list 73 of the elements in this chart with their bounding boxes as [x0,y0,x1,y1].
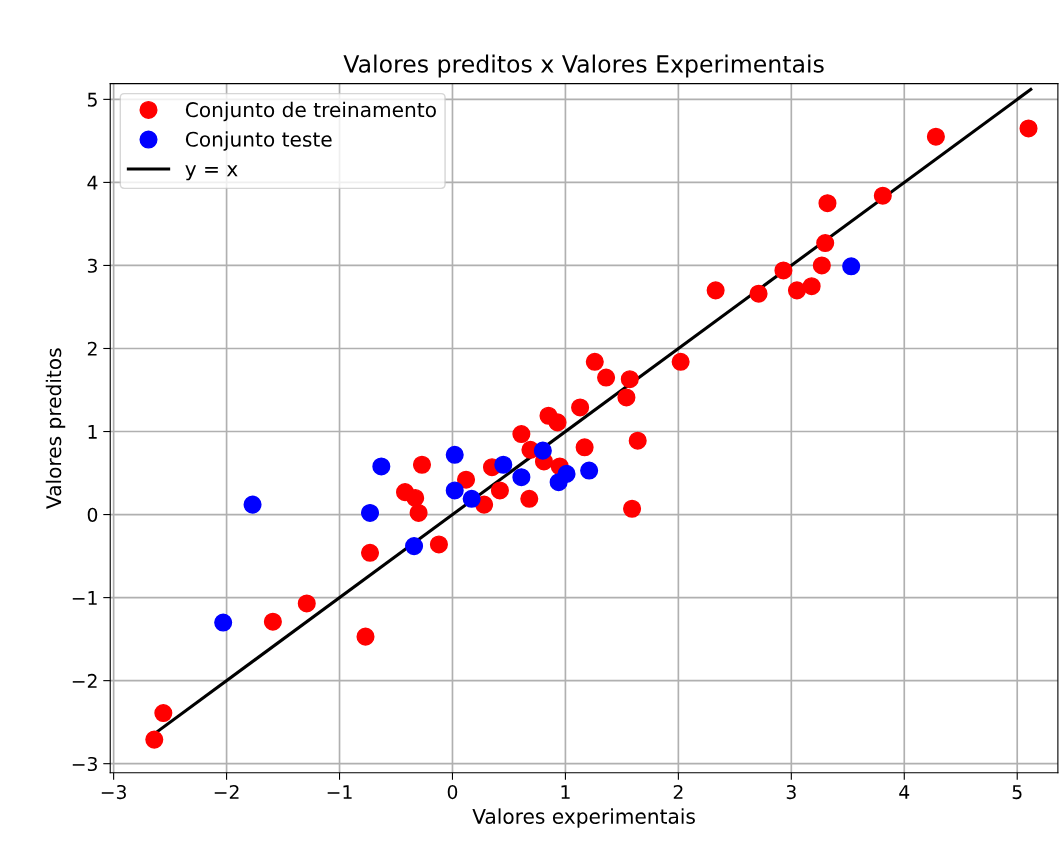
point [842,257,861,276]
y-tick-label: −3 [72,756,97,772]
point [926,127,945,146]
point [145,730,164,749]
point [360,543,380,562]
point [494,455,513,474]
point [520,489,539,508]
point [548,413,567,432]
point [620,370,639,389]
point [409,503,428,522]
point [802,277,821,296]
point [706,281,725,300]
chart-title: Valores preditos x Valores Experimentais [343,54,824,78]
x-tick-label: 4 [899,785,910,799]
point [575,438,594,457]
point [263,612,282,631]
point [585,352,604,371]
point [214,613,233,632]
point [445,481,464,500]
point [1019,119,1038,138]
point [356,627,375,646]
point [297,594,316,613]
point [405,537,424,556]
point [372,457,391,476]
x-tick-label: −1 [327,785,352,799]
y-tick-label: −2 [72,673,97,688]
x-tick-label: 5 [1012,785,1022,800]
point [445,445,464,464]
point [490,481,509,500]
y-tick-label: 0 [87,507,98,522]
point [512,468,531,487]
y-axis-title: Valores preditos [45,348,66,509]
point [816,234,835,253]
point [533,441,552,460]
x-tick-label: 0 [447,784,458,800]
y-tick-label: 2 [87,341,97,356]
point [412,455,432,474]
x-tick-label: −3 [101,784,126,800]
legend-label: Conjunto de treinamento [185,101,436,122]
point [873,186,892,205]
point [571,398,590,417]
point [623,499,642,518]
point [749,284,768,303]
point [457,470,476,489]
point [774,261,793,280]
y-tick-label: −1 [72,591,97,605]
point [406,488,425,507]
point [360,503,380,522]
point [597,368,616,387]
point [154,704,173,723]
point [628,431,647,450]
point [818,194,837,213]
legend-label: y = x [185,165,238,181]
point [580,461,599,480]
x-tick-label: 1 [561,785,570,799]
x-tick-label: −2 [214,784,239,799]
point [787,281,806,300]
point [462,489,481,508]
x-tick-label: 2 [673,784,683,799]
x-tick-label: 3 [786,784,796,800]
point [812,256,831,275]
point [671,352,690,371]
legend-label: Conjunto teste [185,131,332,151]
point [429,535,448,554]
y-tick-label: 4 [87,175,98,190]
point [243,495,262,514]
x-axis-title: Valores experimentais [472,808,695,828]
point [557,464,576,483]
point [617,388,636,407]
y-tick-label: 1 [88,424,97,439]
y-tick-label: 3 [87,258,97,273]
y-tick-label: 5 [87,92,97,107]
point [512,424,531,444]
